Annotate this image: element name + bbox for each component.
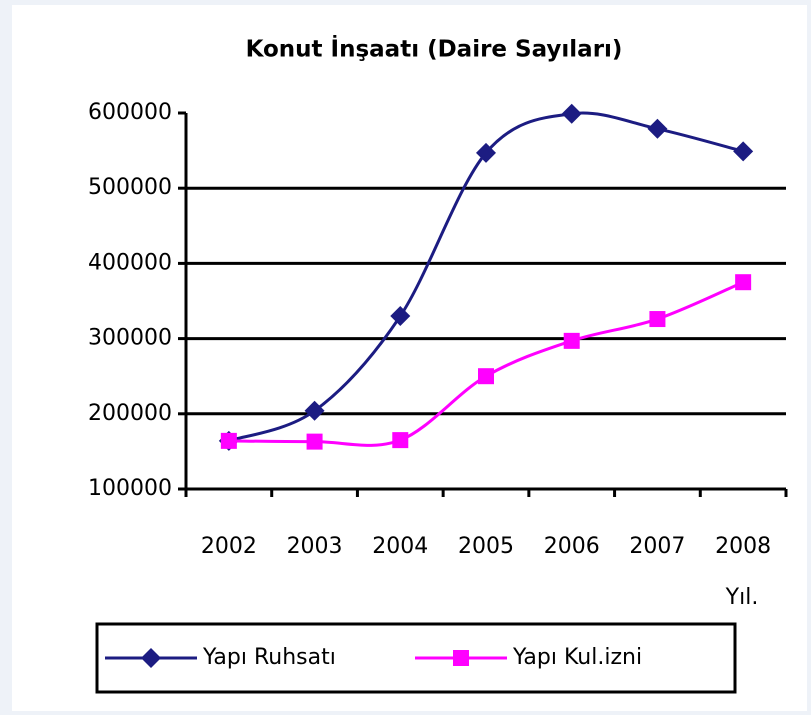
chart-background [12, 5, 807, 711]
data-point [220, 432, 237, 449]
x-tick-label: 2008 [715, 534, 771, 559]
legend-label: Yapı Kul.izni [512, 645, 642, 670]
data-point [476, 142, 496, 163]
legend-marker [141, 648, 161, 668]
data-point [733, 141, 754, 162]
data-point [306, 433, 323, 450]
y-tick-label: 300000 [88, 326, 172, 351]
x-tick-label: 2006 [544, 534, 600, 559]
data-point [647, 118, 668, 139]
data-point [649, 311, 666, 328]
data-point [392, 432, 409, 449]
data-point [390, 306, 411, 327]
data-point [478, 368, 494, 385]
data-point [563, 332, 580, 349]
legend-box [95, 622, 737, 694]
y-tick-label: 400000 [88, 250, 172, 275]
y-tick-label: 200000 [88, 401, 172, 426]
y-tick-label: 100000 [88, 476, 172, 501]
y-tick-label: 600000 [88, 100, 172, 125]
x-axis-label: Yıl. [725, 585, 759, 610]
x-tick-label: 2005 [458, 534, 514, 559]
x-tick-label: 2007 [629, 534, 685, 559]
legend-marker [453, 650, 469, 666]
y-tick-label: 500000 [88, 175, 172, 200]
chart-title: Konut İnşaatı (Daire Sayıları) [246, 35, 623, 63]
data-point [561, 103, 582, 124]
data-point [304, 400, 325, 421]
x-tick-label: 2003 [287, 534, 343, 559]
legend-label: Yapı Ruhsatı [202, 645, 336, 670]
data-point [735, 274, 752, 291]
x-tick-label: 2002 [201, 534, 257, 559]
x-tick-label: 2004 [372, 534, 428, 559]
